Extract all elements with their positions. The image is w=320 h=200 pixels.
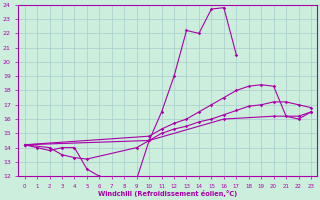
X-axis label: Windchill (Refroidissement éolien,°C): Windchill (Refroidissement éolien,°C) [98,190,237,197]
